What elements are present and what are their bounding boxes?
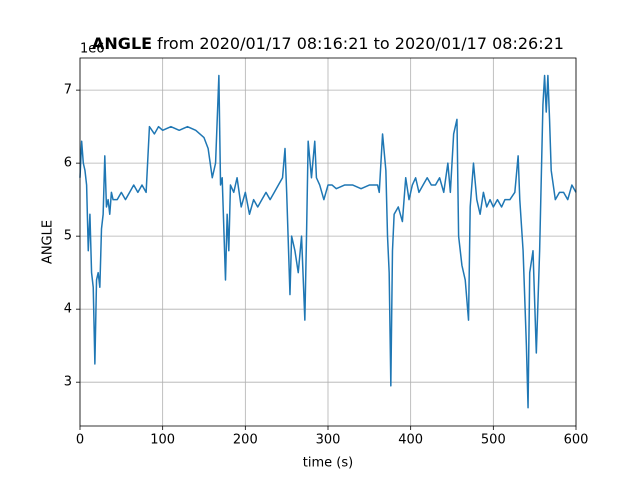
x-tick-label: 300 — [316, 433, 341, 448]
x-tick-label: 600 — [564, 433, 589, 448]
x-axis-label: time (s) — [303, 456, 353, 471]
chart-title: ANGLE from 2020/01/17 08:16:21 to 2020/01… — [92, 34, 564, 53]
x-tick-label: 0 — [76, 433, 84, 448]
x-tick-label: 200 — [233, 433, 258, 448]
chart-title-bold: ANGLE — [92, 34, 152, 53]
x-tick-label: 100 — [150, 433, 175, 448]
y-tick-label: 3 — [64, 375, 72, 390]
data-line — [79, 74, 577, 409]
y-tick-label: 4 — [64, 302, 72, 317]
y-offset-label: 1e6 — [80, 42, 105, 57]
y-tick-label: 7 — [64, 83, 72, 98]
y-axis-label: ANGLE — [41, 220, 56, 264]
x-tick-label: 500 — [481, 433, 506, 448]
y-tick-label: 5 — [64, 229, 72, 244]
y-tick-label: 6 — [64, 156, 72, 171]
x-tick-label: 400 — [398, 433, 423, 448]
chart-title-rest: from 2020/01/17 08:16:21 to 2020/01/17 0… — [157, 34, 564, 53]
plot-frame — [79, 57, 577, 427]
